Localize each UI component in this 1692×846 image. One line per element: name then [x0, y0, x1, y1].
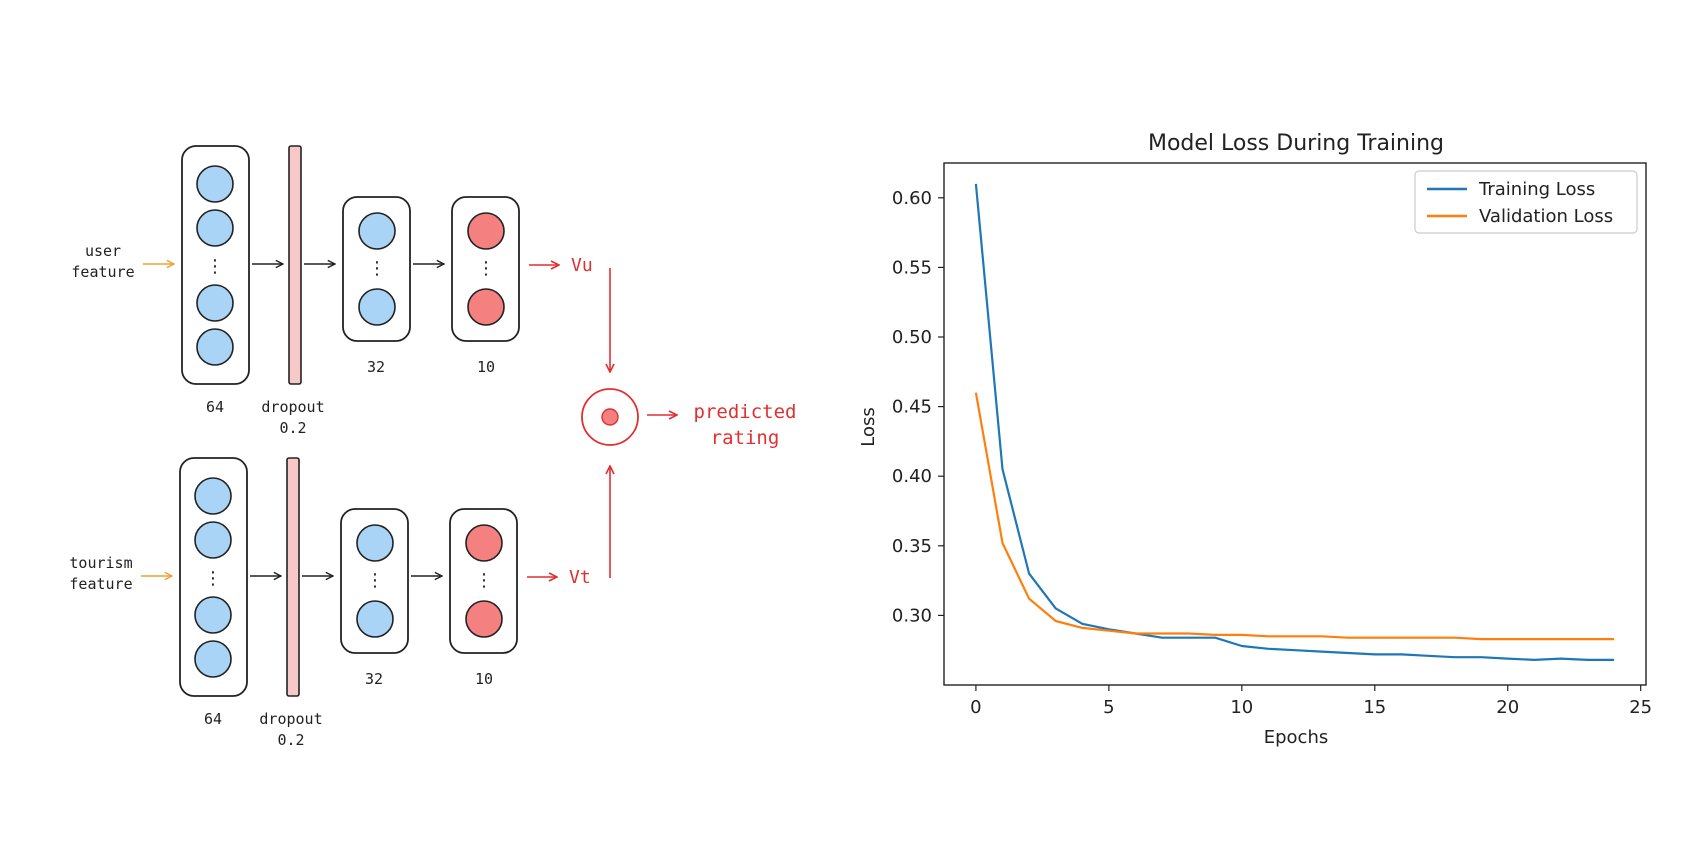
- tourism-dropout-label: dropout: [259, 710, 322, 728]
- tourism-dropout-rate: 0.2: [277, 731, 304, 749]
- tourism-branch: tourism feature ⋮ 64 dropout 0.2 ⋮ 32 ⋮ …: [69, 457, 610, 749]
- ellipsis-icon: ⋮: [477, 258, 495, 279]
- ellipsis-icon: ⋮: [368, 258, 386, 279]
- user-input-label-line2: feature: [71, 263, 134, 281]
- user-layer-64-node: [196, 284, 234, 322]
- user-layer-10-size: 10: [477, 358, 495, 376]
- output-label-line1: predicted: [694, 401, 797, 423]
- ellipsis-icon: ⋮: [475, 570, 493, 591]
- user-layer-32-size: 32: [367, 358, 385, 376]
- user-branch: user feature ⋮ 64 dropout 0.2 ⋮ 32 ⋮ 10 …: [71, 145, 610, 437]
- series-line-training-loss: [974, 183, 1615, 662]
- y-tick-label: 0.55: [892, 257, 932, 278]
- y-tick-label: 0.45: [892, 397, 932, 418]
- ellipsis-icon: ⋮: [204, 568, 222, 589]
- user-layer-64-node: [196, 328, 234, 366]
- tourism-layer-64-node: [194, 477, 232, 515]
- network-architecture-diagram: user feature ⋮ 64 dropout 0.2 ⋮ 32 ⋮ 10 …: [69, 145, 797, 749]
- user-layer-10-node: [467, 288, 505, 326]
- x-tick-label: 25: [1629, 697, 1652, 718]
- dot-product-center: [601, 408, 619, 426]
- user-dropout-label: dropout: [261, 398, 324, 416]
- x-tick-label: 20: [1496, 697, 1519, 718]
- ellipsis-icon: ⋮: [366, 570, 384, 591]
- user-layer-64: [181, 145, 250, 385]
- legend-label: Training Loss: [1478, 179, 1595, 200]
- tourism-layer-64: [179, 457, 248, 697]
- tourism-layer-64-size: 64: [204, 710, 222, 728]
- tourism-layer-10-size: 10: [475, 670, 493, 688]
- tourism-vector-label: Vt: [569, 567, 591, 588]
- tourism-layer-32-size: 32: [365, 670, 383, 688]
- chart-title: Model Loss During Training: [1148, 131, 1444, 156]
- y-tick-label: 0.40: [892, 466, 932, 487]
- y-tick-label: 0.35: [892, 536, 932, 557]
- legend-label: Validation Loss: [1479, 206, 1613, 227]
- x-axis-label: Epochs: [1264, 727, 1329, 748]
- user-layer-32-node: [358, 288, 396, 326]
- tourism-input-label-line1: tourism: [69, 554, 132, 572]
- ellipsis-icon: ⋮: [206, 256, 224, 277]
- x-tick-label: 15: [1363, 697, 1386, 718]
- user-vector-label: Vu: [571, 255, 593, 276]
- tourism-layer-10-node: [465, 600, 503, 638]
- user-layer-32-node: [358, 212, 396, 250]
- x-tick-label: 0: [970, 697, 981, 718]
- tourism-layer-64-node: [194, 640, 232, 678]
- y-axis-label: Loss: [858, 407, 879, 446]
- tourism-dropout-layer: [286, 457, 300, 697]
- output-label-line2: rating: [711, 427, 780, 449]
- user-dropout-layer: [288, 145, 302, 385]
- y-tick-label: 0.60: [892, 188, 932, 209]
- tourism-layer-32-node: [356, 600, 394, 638]
- user-layer-10-node: [467, 212, 505, 250]
- y-tick-label: 0.50: [892, 327, 932, 348]
- user-layer-64-node: [196, 209, 234, 247]
- y-tick-label: 0.30: [892, 605, 932, 626]
- chart-plot-area: 0 5 10 15 20 25 0.30 0.35 0.40 0.45 0.50 0.55 0.60 Tr…: [892, 162, 1652, 718]
- tourism-layer-10-node: [465, 524, 503, 562]
- dot-product-node: [581, 388, 639, 446]
- x-tick-label: 10: [1230, 697, 1253, 718]
- x-tick-label: 5: [1103, 697, 1114, 718]
- user-layer-64-node: [196, 165, 234, 203]
- tourism-layer-32-node: [356, 524, 394, 562]
- series-line-validation-loss: [974, 392, 1615, 641]
- plot-frame: [943, 162, 1647, 686]
- tourism-layer-64-node: [194, 596, 232, 634]
- user-input-label-line1: user: [85, 242, 121, 260]
- user-dropout-rate: 0.2: [279, 419, 306, 437]
- tourism-input-label-line2: feature: [69, 575, 132, 593]
- tourism-layer-64-node: [194, 521, 232, 559]
- loss-chart: Model Loss During Training 0 5 10 15 20 25 0.3…: [858, 131, 1652, 748]
- user-layer-64-size: 64: [206, 398, 224, 416]
- legend-box: [1414, 170, 1638, 234]
